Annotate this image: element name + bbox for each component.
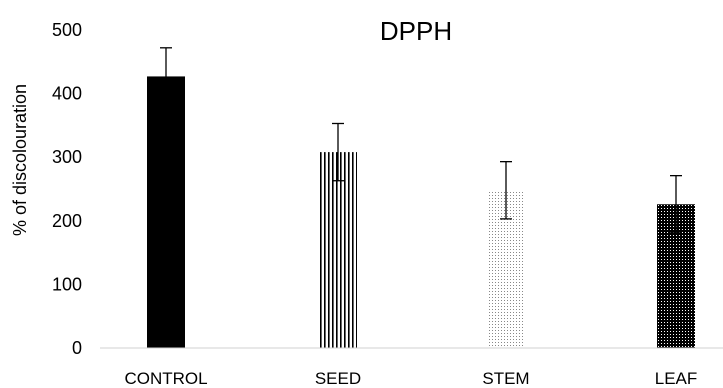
y-tick-label: 300	[52, 147, 82, 167]
y-tick-label: 100	[52, 274, 82, 294]
y-axis-ticks: 0 100 200 300 400 500	[52, 20, 82, 358]
error-bars	[160, 47, 682, 234]
error-bar-seed	[332, 122, 344, 182]
bar-control	[147, 76, 185, 348]
y-tick-label: 200	[52, 211, 82, 231]
y-axis-label: % of discolouration	[10, 84, 30, 236]
error-bar-leaf	[670, 174, 682, 234]
y-tick-label: 0	[72, 338, 82, 358]
error-bar-control	[160, 47, 172, 106]
x-tick-label-stem: STEM	[482, 369, 529, 388]
bar-seed	[319, 152, 357, 348]
chart-title: DPPH	[380, 16, 452, 46]
x-axis-labels: CONTROL SEED STEM LEAF	[124, 369, 697, 388]
x-tick-label-control: CONTROL	[124, 369, 207, 388]
y-tick-label: 500	[52, 20, 82, 40]
error-bar-stem	[500, 161, 512, 220]
y-tick-label: 400	[52, 84, 82, 104]
bars	[147, 76, 695, 348]
x-tick-label-leaf: LEAF	[655, 369, 698, 388]
x-tick-label-seed: SEED	[315, 369, 361, 388]
